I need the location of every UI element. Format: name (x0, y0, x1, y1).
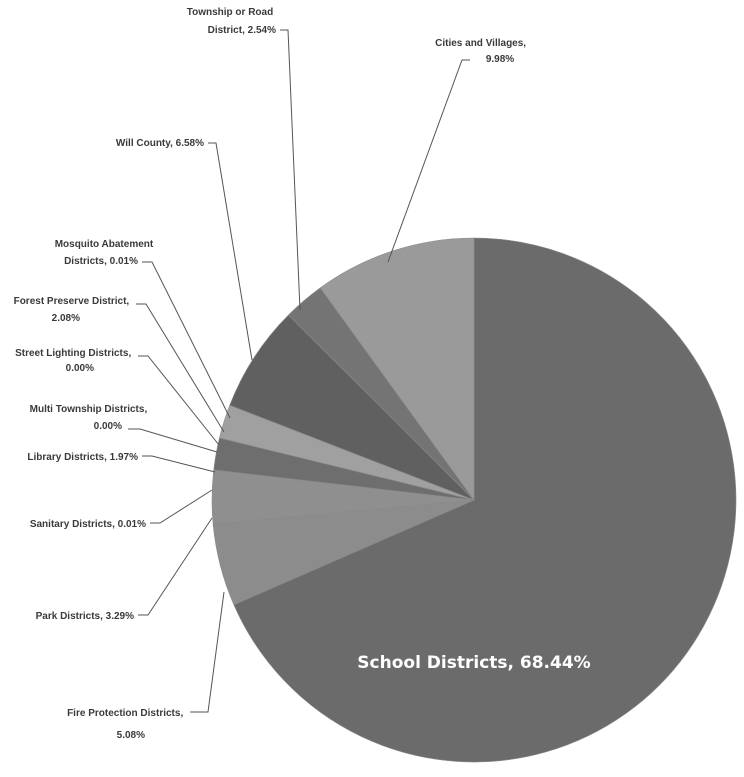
label-mosquito-abatement: Mosquito Abatement Districts, 0.01% (55, 239, 156, 267)
label-street-lighting: Street Lighting Districts, 0.00% (15, 348, 134, 374)
label-library-districts: Library Districts, 1.97% (27, 452, 138, 463)
leader-line-street (138, 355, 220, 446)
leader-line-will (208, 142, 253, 361)
label-sanitary-districts: Sanitary Districts, 0.01% (30, 519, 146, 530)
label-township-road: Township or Road District, 2.54% (187, 7, 276, 36)
pie-slices (211, 237, 737, 763)
leader-line-park (138, 517, 213, 616)
leader-line-sanitary (150, 489, 213, 524)
label-fire-protection: Fire Protection Districts, 5.08% (67, 708, 186, 741)
pie-slice-school-districts (233, 237, 737, 763)
label-multi-township: Multi Township Districts, 0.00% (30, 404, 150, 432)
leader-line-forest (136, 303, 225, 433)
label-will-county: Will County, 6.58% (116, 138, 204, 149)
leader-lines (128, 29, 470, 713)
leader-line-fire (190, 591, 225, 713)
label-cities-villages: Cities and Villages, 9.98% (435, 38, 529, 65)
leader-line-cities (387, 59, 470, 263)
label-park-districts: Park Districts, 3.29% (36, 611, 134, 622)
label-school-districts: School Districts, 68.44% (357, 653, 590, 673)
pie-slice-will-county (229, 314, 475, 501)
leader-line-multi (128, 428, 218, 453)
label-forest-preserve: Forest Preserve District, 2.08% (14, 296, 132, 324)
leader-line-library (142, 455, 216, 473)
pie-slice-cities-and-villages (319, 237, 475, 501)
leader-line-township (280, 29, 301, 311)
leader-line-mosquito (142, 261, 231, 419)
